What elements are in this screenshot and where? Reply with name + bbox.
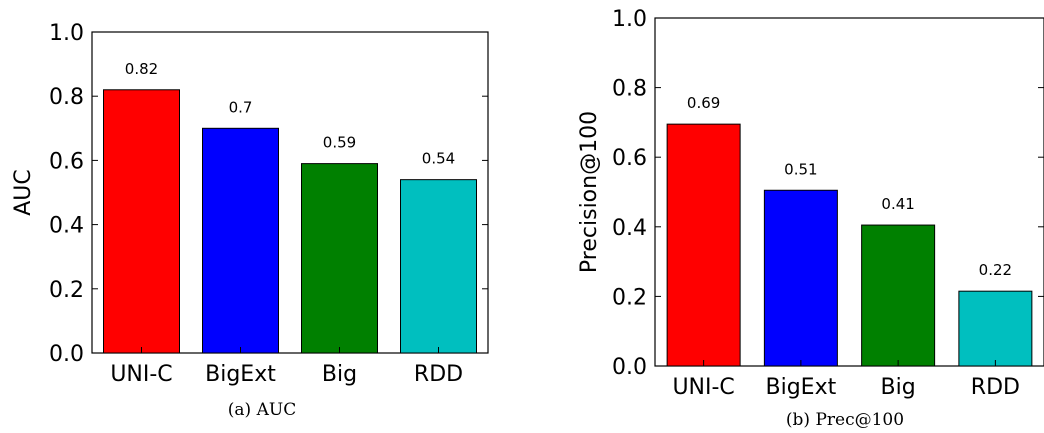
data-label: 0.41 — [881, 195, 914, 213]
caption: (a) AUC — [228, 400, 296, 420]
category-label: UNI-C — [672, 375, 734, 400]
category-label: RDD — [971, 375, 1020, 400]
bar-rdd — [958, 290, 1033, 367]
y-tick-label: 0.8 — [49, 85, 84, 110]
category-label: Big — [881, 375, 916, 400]
y-tick-label: 0.2 — [49, 278, 84, 303]
y-tick-label: 0.6 — [49, 149, 84, 174]
bar-rdd — [400, 179, 477, 354]
bar-big — [861, 224, 936, 367]
category-label: BigExt — [766, 375, 837, 400]
data-label: 0.69 — [687, 94, 720, 112]
bar-bigext — [763, 189, 838, 367]
y-axis-label: AUC — [11, 169, 36, 216]
y-tick-label: 1.0 — [49, 21, 84, 46]
data-label: 0.82 — [125, 60, 158, 78]
chart-auc: 0.0 0.2 0.4 0.6 0.8 1.0 0.82 UNI-C 0.7 BigExt 0.59… — [11, 21, 489, 420]
y-tick-label: 0.8 — [612, 77, 647, 102]
chart-precision-at-100: 0.0 0.2 0.4 0.6 0.8 1.0 0.69 UNI-C 0.51 BigExt 0.4… — [577, 7, 1044, 430]
category-label: Big — [322, 362, 357, 387]
plot-frame — [654, 17, 1044, 367]
data-label: 0.54 — [422, 150, 455, 168]
category-label: BigExt — [205, 362, 276, 387]
y-tick-label: 0.0 — [49, 342, 84, 367]
data-label: 0.22 — [979, 261, 1012, 279]
y-tick-label: 0.6 — [612, 146, 647, 171]
category-label: UNI-C — [110, 362, 172, 387]
category-label: RDD — [414, 362, 463, 387]
plot-frame — [91, 31, 489, 354]
caption: (b) Prec@100 — [786, 410, 904, 430]
y-tick-label: 0.0 — [612, 355, 647, 380]
data-label: 0.51 — [784, 160, 817, 178]
y-tick-label: 0.4 — [612, 216, 647, 241]
y-tick-label: 0.2 — [612, 285, 647, 310]
y-axis-label: Precision@100 — [577, 111, 602, 273]
data-label: 0.7 — [229, 98, 253, 116]
y-tick-label: 0.4 — [49, 214, 84, 239]
bar-bigext — [202, 127, 279, 354]
bar-uni-c — [666, 123, 741, 367]
bar-big — [301, 163, 378, 354]
data-label: 0.59 — [323, 134, 356, 152]
bar-uni-c — [103, 89, 180, 354]
y-tick-label: 1.0 — [612, 7, 647, 32]
